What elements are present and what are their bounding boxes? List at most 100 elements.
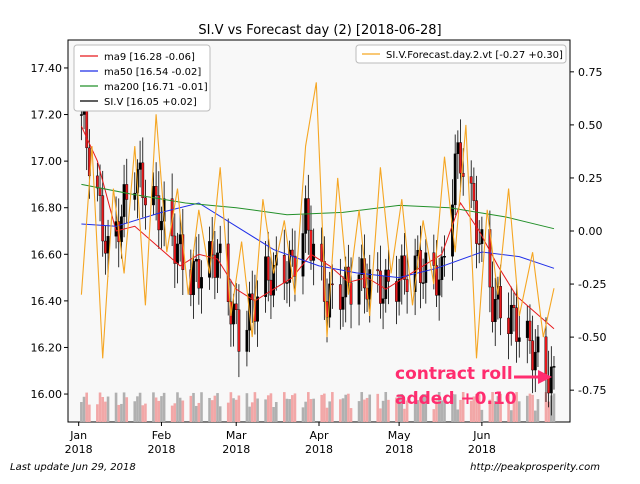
candle-body bbox=[456, 142, 460, 155]
legend-entry: ma9 [16.28 -0.06] bbox=[104, 52, 195, 63]
volume-bar bbox=[96, 404, 99, 422]
candle-body bbox=[435, 265, 438, 296]
candle-body bbox=[549, 366, 553, 394]
volume-bar bbox=[435, 400, 438, 422]
legends: ma9 [16.28 -0.06] ma50 [16.54 -0.02] ma200… bbox=[73, 44, 567, 112]
y-right-tick-label: 0.50 bbox=[578, 119, 603, 132]
volume-bar bbox=[250, 402, 254, 422]
volume-bar bbox=[274, 402, 278, 422]
candle-body bbox=[232, 303, 235, 325]
candle-body bbox=[266, 256, 270, 281]
volume-bar bbox=[424, 394, 428, 422]
candle-body bbox=[133, 192, 137, 200]
candle-body bbox=[405, 279, 409, 293]
candle-body bbox=[138, 162, 142, 170]
volume-bar bbox=[304, 401, 307, 422]
candle-body bbox=[533, 351, 537, 371]
candle-body bbox=[79, 114, 83, 116]
volume-bar bbox=[421, 394, 425, 422]
candle-body bbox=[122, 184, 126, 217]
y-left-tick-label: 16.20 bbox=[31, 341, 63, 354]
candle-body bbox=[285, 282, 289, 284]
volume-bar bbox=[229, 392, 233, 422]
candle-body bbox=[256, 296, 259, 322]
volume-bar bbox=[253, 392, 257, 422]
candle-body bbox=[95, 175, 99, 189]
candle-body bbox=[330, 283, 334, 286]
volume-bar bbox=[552, 393, 556, 422]
x-tick-label: Feb bbox=[152, 429, 171, 442]
volume-bar bbox=[114, 392, 118, 422]
candle-body bbox=[397, 278, 401, 302]
volume-bar bbox=[456, 409, 460, 422]
volume-bar bbox=[101, 396, 105, 422]
candle-body bbox=[269, 279, 273, 296]
volume-bar bbox=[331, 392, 334, 422]
volume-bar bbox=[157, 400, 161, 422]
y-right-tick-label: -0.50 bbox=[578, 331, 606, 344]
volume-bar bbox=[368, 394, 372, 422]
volume-bar bbox=[210, 400, 214, 422]
volume-bars bbox=[80, 392, 556, 422]
candle-body bbox=[491, 286, 494, 322]
volume-bar bbox=[189, 395, 193, 422]
candle-body bbox=[368, 269, 372, 300]
y-left-tick-label: 17.00 bbox=[31, 155, 63, 168]
candle-body bbox=[525, 320, 529, 338]
candle-body bbox=[512, 304, 516, 308]
volume-bar bbox=[360, 392, 364, 422]
candle-body bbox=[290, 249, 294, 257]
y-right-tick-label: -0.75 bbox=[578, 384, 606, 397]
annotation-arrow-icon bbox=[514, 370, 552, 384]
y-left-tick-label: 16.60 bbox=[31, 248, 63, 261]
candle-body bbox=[493, 299, 497, 322]
volume-bar bbox=[544, 392, 548, 422]
volume-bar bbox=[328, 401, 331, 422]
x-tick-year: 2018 bbox=[147, 443, 175, 456]
candle-body bbox=[152, 186, 155, 206]
volume-bar bbox=[461, 392, 465, 422]
volume-bar bbox=[269, 393, 273, 422]
volume-bar bbox=[307, 392, 310, 422]
volume-bar bbox=[117, 404, 121, 422]
legend-entry: ma50 [16.54 -0.02] bbox=[104, 67, 201, 78]
candle-body bbox=[472, 183, 476, 201]
volume-bar bbox=[517, 401, 521, 422]
annotation-line-2: added +0.10 bbox=[395, 389, 517, 409]
series-line-ma50 bbox=[81, 202, 555, 279]
volume-bar bbox=[376, 393, 380, 422]
volume-bar bbox=[547, 401, 550, 422]
volume-bar bbox=[525, 395, 529, 422]
annotation-group: contract roll added +0.10 bbox=[395, 364, 552, 409]
volume-bar bbox=[443, 396, 446, 422]
candle-body bbox=[293, 255, 297, 277]
volume-bar bbox=[405, 400, 409, 422]
candle-body bbox=[552, 366, 556, 368]
volume-bar bbox=[440, 400, 444, 422]
volume-bar bbox=[170, 405, 174, 422]
y-left-tick-label: 16.80 bbox=[31, 202, 63, 215]
legend-entry: SI.V.Forecast.day.2.vt [-0.27 +0.30] bbox=[386, 50, 563, 61]
volume-bar bbox=[512, 399, 516, 422]
candle-body bbox=[114, 221, 118, 237]
legend-box-right bbox=[355, 44, 567, 64]
candle-body bbox=[200, 277, 203, 289]
volume-bar bbox=[192, 392, 195, 422]
volume-bar bbox=[162, 392, 166, 422]
y-left-tick-label: 16.40 bbox=[31, 295, 63, 308]
y-right-tick-label: 0.75 bbox=[578, 66, 603, 79]
candle-body bbox=[237, 309, 241, 352]
price-candles bbox=[79, 82, 556, 416]
candle-body bbox=[424, 252, 428, 283]
candle-body bbox=[400, 255, 404, 280]
footer-url-text: http://peakprosperity.com bbox=[470, 462, 600, 473]
candle-body bbox=[218, 243, 222, 254]
volume-bar bbox=[248, 406, 251, 422]
volume-bar bbox=[475, 393, 478, 422]
candle-body bbox=[178, 234, 182, 245]
volume-bar bbox=[413, 392, 417, 422]
volume-bar bbox=[507, 394, 510, 422]
volume-bar bbox=[357, 401, 361, 422]
candle-body bbox=[360, 258, 364, 275]
